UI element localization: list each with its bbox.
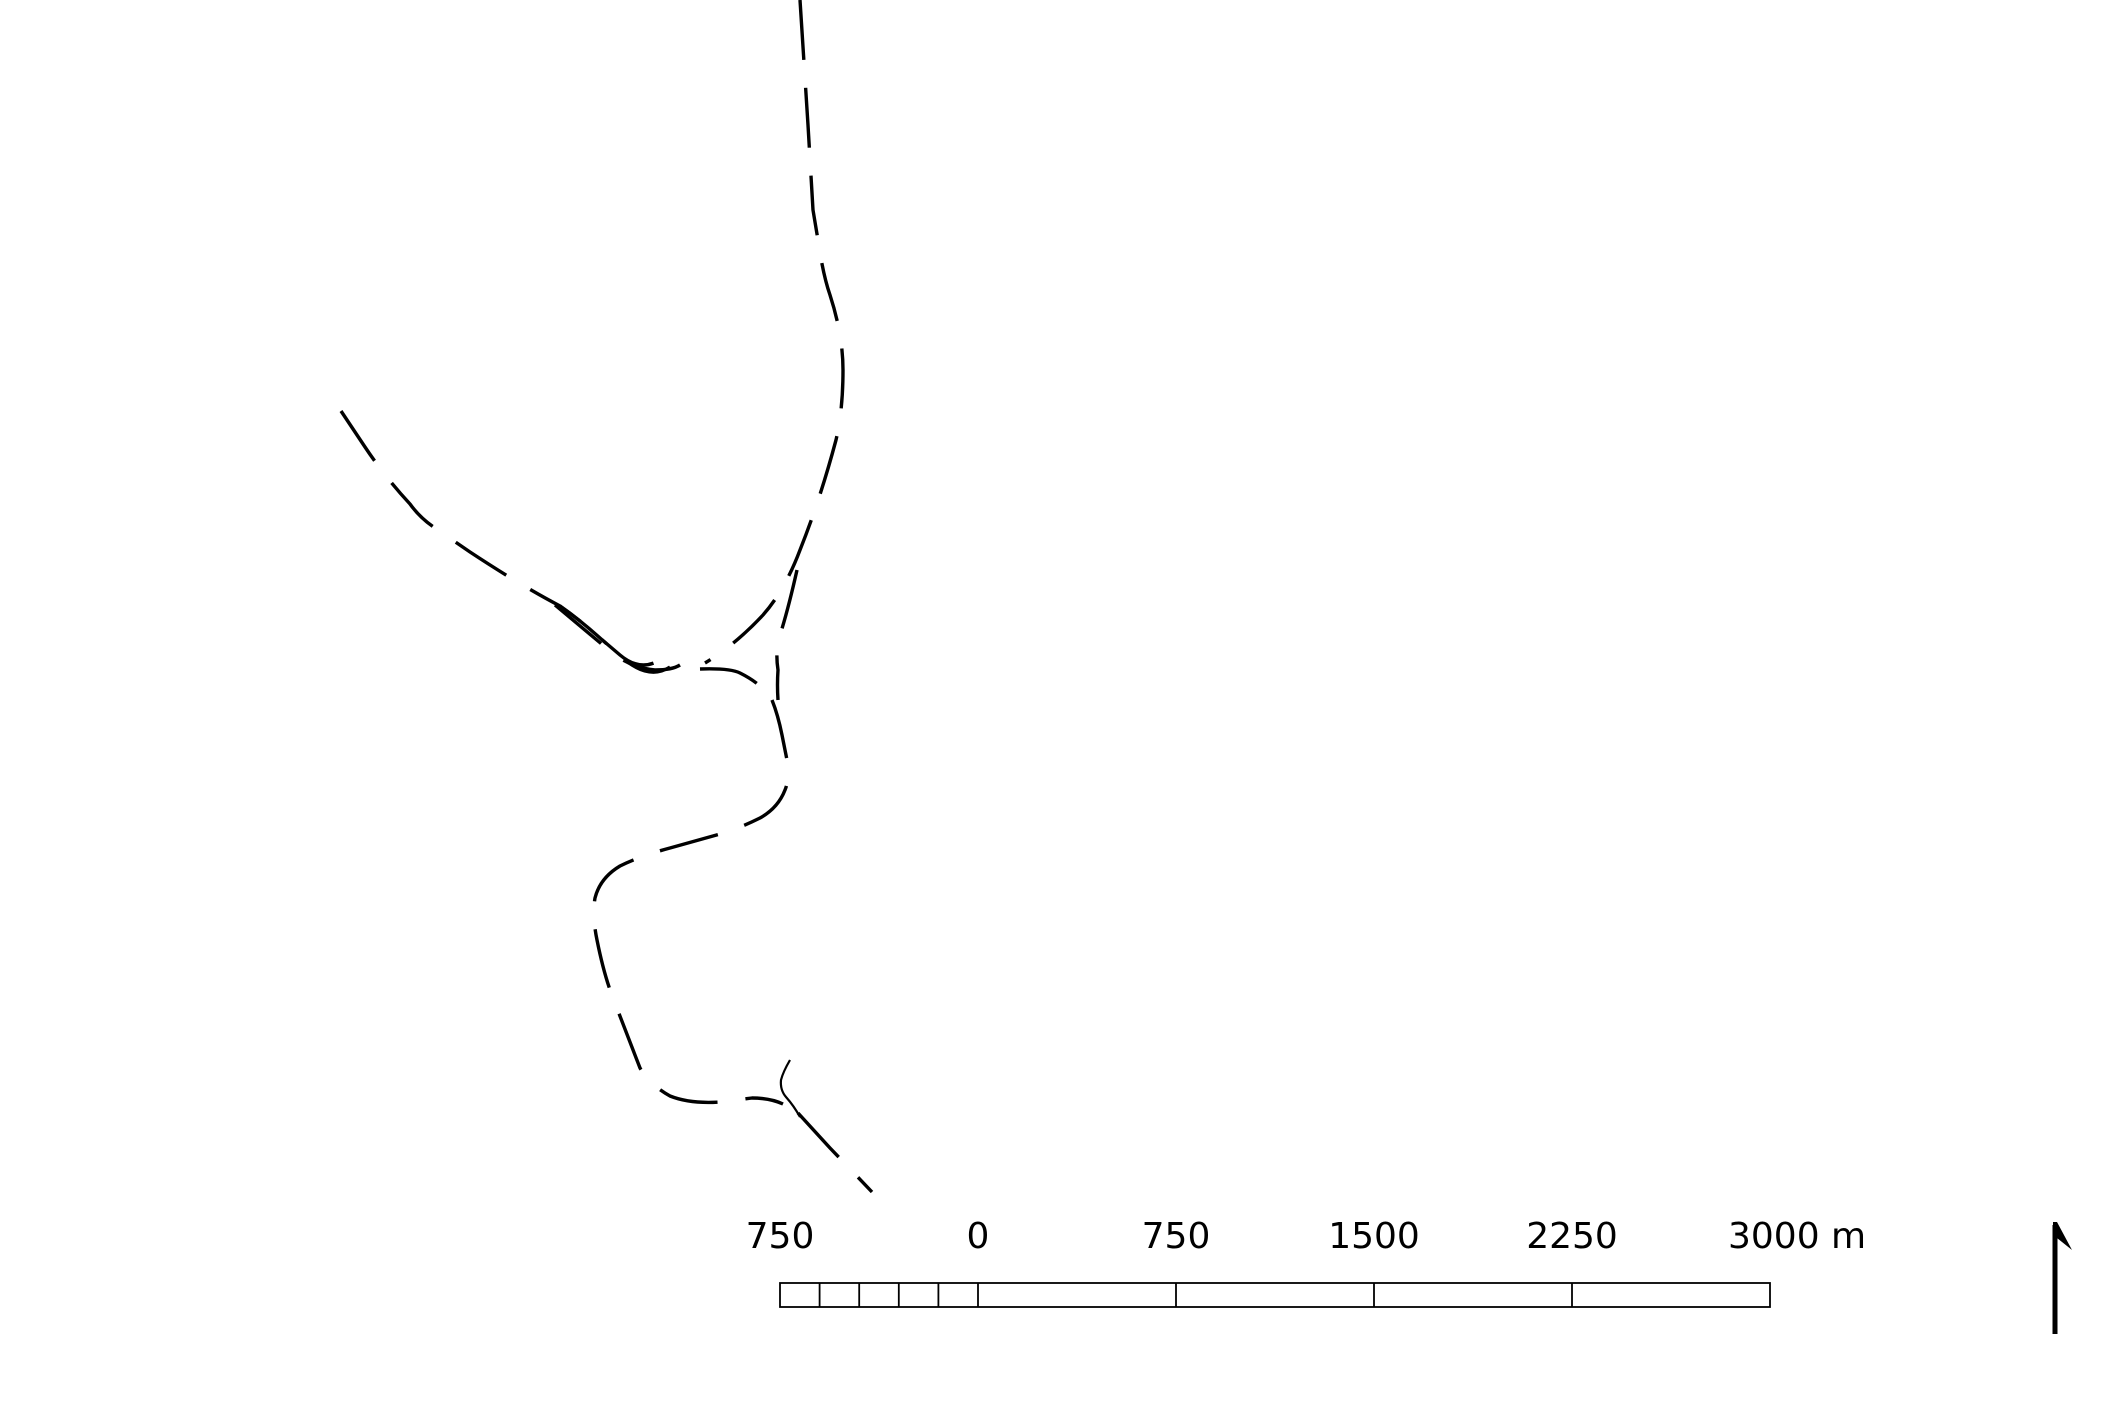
- junction-link: [775, 569, 799, 701]
- north-arrow-icon: [2052, 1222, 2072, 1334]
- scale-label: 750: [746, 1216, 815, 1257]
- middle-connector: [699, 667, 762, 688]
- scale-label: 3000 m: [1728, 1216, 1866, 1257]
- west-trail-lower: [553, 603, 681, 672]
- scale-label: 2250: [1526, 1216, 1618, 1257]
- scale-label: 750: [1142, 1216, 1211, 1257]
- scale-bar-frame: [779, 1282, 1771, 1308]
- north-trail: [704, 0, 845, 665]
- trail-network: [339, 0, 874, 1194]
- south-trail: [592, 699, 790, 1106]
- scale-label: 1500: [1328, 1216, 1420, 1257]
- scale-label: 0: [967, 1216, 990, 1257]
- south-east-trail: [796, 1111, 874, 1194]
- south-spur: [779, 1059, 801, 1118]
- scale-bar: 750 0 750 1500 2250 3000 m: [746, 1216, 1866, 1308]
- west-trail-end: [559, 604, 671, 674]
- west-trail: [339, 410, 661, 667]
